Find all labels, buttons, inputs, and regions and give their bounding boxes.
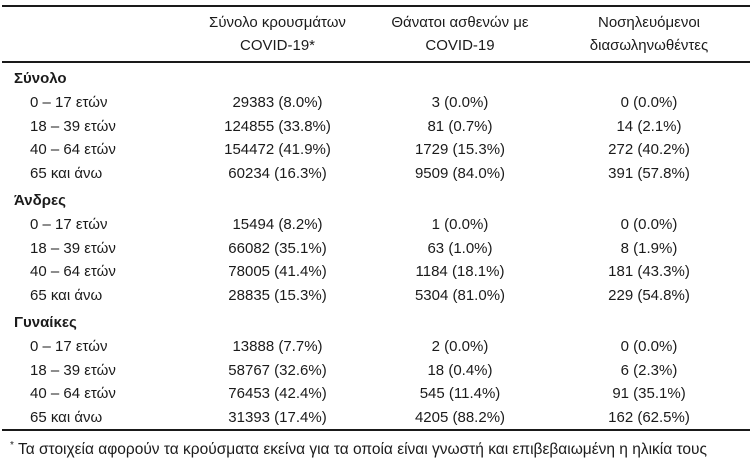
column-header-cases: Σύνολο κρουσμάτων COVID-19*	[180, 11, 375, 57]
age-group-label: 40 – 64 ετών	[30, 385, 116, 403]
table-footnote: * Τα στοιχεία αφορούν τα κρούσματα εκείν…	[0, 431, 753, 460]
table-row: 65 και άνω 31393 (17.4%) 4205 (88.2%) 16…	[0, 406, 753, 430]
cases-value: 31393 (17.4%)	[228, 408, 327, 426]
deaths-value: 9509 (84.0%)	[414, 164, 506, 182]
deaths-value: 81 (0.7%)	[427, 117, 493, 135]
age-group-label: 0 – 17 ετών	[30, 216, 108, 234]
intubated-value: 181 (43.3%)	[608, 263, 690, 281]
intubated-value: 0 (0.0%)	[620, 216, 678, 234]
age-group-label: 18 – 39 ετών	[30, 361, 116, 379]
cases-value: 15494 (8.2%)	[232, 216, 323, 234]
table-row: 18 – 39 ετών 66082 (35.1%) 63 (1.0%) 8 (…	[0, 237, 753, 261]
section-men-label: Άνδρες	[14, 191, 66, 209]
table-row: 0 – 17 ετών 13888 (7.7%) 2 (0.0%) 0 (0.0…	[0, 335, 753, 359]
age-group-label: 40 – 64 ετών	[30, 141, 116, 159]
age-group-label: 40 – 64 ετών	[30, 263, 116, 281]
age-group-label: 18 – 39 ετών	[30, 117, 116, 135]
table-top-rule	[2, 5, 750, 7]
footnote-text: Τα στοιχεία αφορούν τα κρούσματα εκείνα …	[17, 441, 707, 459]
cases-value: 13888 (7.7%)	[232, 338, 323, 356]
deaths-value: 2 (0.0%)	[431, 338, 489, 356]
column-header-intubated-line2: διασωληνωθέντες	[589, 37, 709, 54]
table-row: 18 – 39 ετών 124855 (33.8%) 81 (0.7%) 14…	[0, 115, 753, 139]
deaths-value: 3 (0.0%)	[431, 94, 489, 112]
age-group-label: 18 – 39 ετών	[30, 239, 116, 257]
table-row: 65 και άνω 28835 (15.3%) 5304 (81.0%) 22…	[0, 284, 753, 308]
cases-value: 66082 (35.1%)	[228, 239, 327, 257]
cases-value: 78005 (41.4%)	[228, 263, 327, 281]
cases-value: 28835 (15.3%)	[228, 286, 327, 304]
table-row: 65 και άνω 60234 (16.3%) 9509 (84.0%) 39…	[0, 162, 753, 186]
table-row: 0 – 17 ετών 29383 (8.0%) 3 (0.0%) 0 (0.0…	[0, 91, 753, 115]
section-total: Σύνολο	[0, 63, 753, 91]
table-header-row: Σύνολο κρουσμάτων COVID-19* Θάνατοι ασθε…	[0, 7, 753, 61]
cases-value: 76453 (42.4%)	[228, 385, 327, 403]
age-group-label: 0 – 17 ετών	[30, 338, 108, 356]
column-header-cases-line2: COVID-19*	[239, 37, 316, 54]
intubated-value: 91 (35.1%)	[612, 385, 686, 403]
intubated-value: 391 (57.8%)	[608, 164, 690, 182]
column-header-deaths-line1: Θάνατοι ασθενών με	[391, 14, 529, 31]
age-group-label: 65 και άνω	[30, 408, 103, 426]
deaths-value: 545 (11.4%)	[419, 385, 501, 403]
section-total-label: Σύνολο	[14, 69, 67, 87]
intubated-value: 6 (2.3%)	[620, 361, 678, 379]
cases-value: 154472 (41.9%)	[224, 141, 331, 159]
age-group-label: 65 και άνω	[30, 164, 103, 182]
footnote-top-rule	[2, 429, 750, 431]
intubated-value: 0 (0.0%)	[620, 94, 678, 112]
column-header-deaths-line2: COVID-19	[425, 37, 495, 54]
footnote-asterisk: *	[10, 440, 14, 451]
deaths-value: 63 (1.0%)	[427, 239, 493, 257]
column-header-cases-line1: Σύνολο κρουσμάτων	[209, 14, 346, 31]
intubated-value: 272 (40.2%)	[608, 141, 690, 159]
deaths-value: 4205 (88.2%)	[414, 408, 506, 426]
deaths-value: 1729 (15.3%)	[414, 141, 506, 159]
table-row: 0 – 17 ετών 15494 (8.2%) 1 (0.0%) 0 (0.0…	[0, 213, 753, 237]
table-row: 40 – 64 ετών 76453 (42.4%) 545 (11.4%) 9…	[0, 382, 753, 406]
cases-value: 124855 (33.8%)	[224, 117, 331, 135]
section-women-label: Γυναίκες	[14, 313, 77, 331]
cases-value: 29383 (8.0%)	[232, 94, 323, 112]
table-row: 18 – 39 ετών 58767 (32.6%) 18 (0.4%) 6 (…	[0, 359, 753, 383]
column-header-deaths: Θάνατοι ασθενών με COVID-19	[375, 11, 545, 57]
column-header-intubated: Νοσηλευόμενοι διασωληνωθέντες	[545, 11, 753, 57]
table-row: 40 – 64 ετών 78005 (41.4%) 1184 (18.1%) …	[0, 260, 753, 284]
cases-value: 58767 (32.6%)	[228, 361, 327, 379]
table-row: 40 – 64 ετών 154472 (41.9%) 1729 (15.3%)…	[0, 138, 753, 162]
deaths-value: 5304 (81.0%)	[414, 286, 506, 304]
header-bottom-rule	[2, 61, 750, 63]
section-men: Άνδρες	[0, 185, 753, 213]
section-women: Γυναίκες	[0, 307, 753, 335]
column-header-intubated-line1: Νοσηλευόμενοι	[597, 14, 700, 31]
intubated-value: 14 (2.1%)	[616, 117, 682, 135]
cases-value: 60234 (16.3%)	[228, 164, 327, 182]
age-group-label: 0 – 17 ετών	[30, 94, 108, 112]
deaths-value: 1184 (18.1%)	[415, 263, 505, 281]
age-group-label: 65 και άνω	[30, 286, 103, 304]
intubated-value: 229 (54.8%)	[608, 286, 690, 304]
intubated-value: 162 (62.5%)	[608, 408, 690, 426]
intubated-value: 0 (0.0%)	[620, 338, 678, 356]
deaths-value: 18 (0.4%)	[427, 361, 493, 379]
intubated-value: 8 (1.9%)	[620, 239, 678, 257]
deaths-value: 1 (0.0%)	[431, 216, 489, 234]
